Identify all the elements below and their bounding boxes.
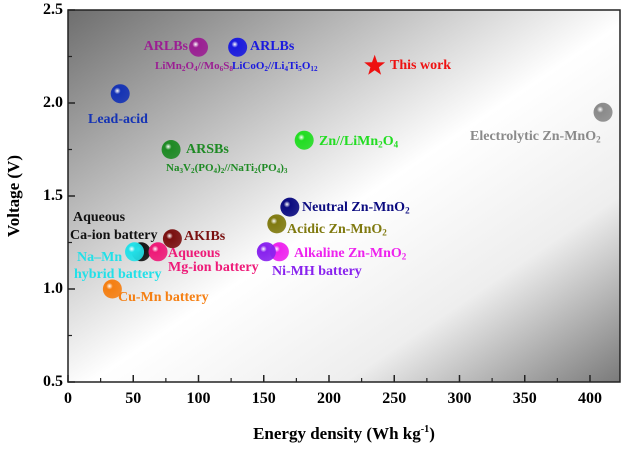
point-label: This work <box>390 58 452 73</box>
point-sphere-marker <box>125 242 145 262</box>
x-tick-label: 50 <box>125 390 142 407</box>
point-star-marker <box>364 54 386 75</box>
point-label: Neutral Zn-MnO2 <box>302 200 410 216</box>
point-sphere-marker <box>161 140 181 159</box>
point-sphere-marker <box>280 197 300 217</box>
point-label: Lead-acid <box>88 112 148 127</box>
point-label: LiMn2O4//Mo6S8 <box>155 60 233 74</box>
point-sphere-marker <box>188 37 208 57</box>
point-label: AKIBs <box>184 229 226 244</box>
point-label: Mg-ion battery <box>168 260 259 275</box>
point-sphere-marker <box>256 242 276 262</box>
y-tick-label: 2.0 <box>43 94 63 111</box>
y-axis-label: Voltage (V) <box>4 155 23 237</box>
point-sphere-marker <box>110 84 130 104</box>
x-tick-label: 200 <box>316 390 341 407</box>
point-label: Aqueous <box>73 210 126 225</box>
point-sphere-marker <box>294 130 314 150</box>
y-tick-label: 1.0 <box>43 280 63 297</box>
point-sphere-marker <box>162 229 182 249</box>
point-label: Ni-MH battery <box>272 264 362 279</box>
point-label: ARSBs <box>186 142 229 157</box>
plot-background <box>67 9 621 383</box>
point-label: hybrid battery <box>74 267 162 282</box>
point-label: Na3V2(PO4)2//NaTi2(PO4)3 <box>166 162 288 176</box>
x-tick-label: 250 <box>382 390 407 407</box>
x-tick-label: 100 <box>186 390 211 407</box>
x-tick-label: 350 <box>512 390 537 407</box>
point-label: Electrolytic Zn-MnO2 <box>470 129 601 145</box>
y-tick-label: 1.5 <box>43 187 63 204</box>
point-label: Na–Mn <box>77 250 123 265</box>
x-tick-label: 400 <box>577 390 602 407</box>
point-label: Alkaline Zn-MnO2 <box>294 246 407 262</box>
point-label: Ca-ion battery <box>70 228 158 243</box>
x-tick-label: 0 <box>64 390 72 407</box>
point-sphere-marker <box>102 279 122 299</box>
point-label: Zn//LiMn2O4 <box>319 134 399 150</box>
point-label: ARLBs <box>143 39 188 54</box>
point-sphere-marker <box>269 242 289 262</box>
point-label: Aqueous <box>168 246 221 261</box>
x-tick-label: 150 <box>251 390 276 407</box>
point-sphere-marker <box>148 242 168 262</box>
point-sphere-marker <box>228 37 248 57</box>
point-label: Cu-Mn battery <box>118 290 209 305</box>
y-tick-label: 2.5 <box>43 1 63 18</box>
point-sphere-marker <box>593 102 613 122</box>
point-sphere-marker <box>267 214 287 234</box>
y-tick-label: 0.5 <box>43 373 63 390</box>
x-axis-label: Energy density (Wh kg-1) <box>253 423 435 443</box>
point-label: ARLBs <box>250 39 295 54</box>
x-tick-label: 300 <box>447 390 472 407</box>
point-label: LiCoO2//Li4Ti5O12 <box>232 60 318 74</box>
point-label: Acidic Zn-MnO2 <box>287 222 387 238</box>
